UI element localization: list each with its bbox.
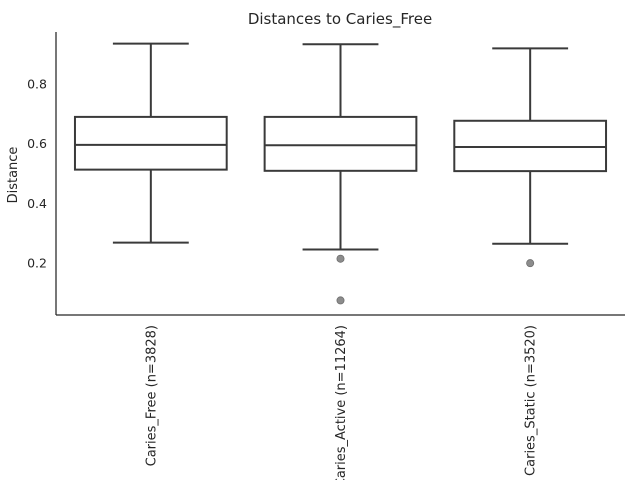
outlier-point	[526, 259, 535, 268]
x-tick-label: Caries_Active (n=11264)	[334, 325, 349, 480]
outlier-point	[336, 254, 345, 263]
x-tick-label: Caries_Static (n=3520)	[524, 325, 539, 476]
iqr-box	[453, 119, 608, 173]
iqr-box	[73, 115, 228, 171]
y-tick-label: 0.6	[27, 136, 47, 151]
iqr-box	[263, 115, 418, 172]
box-2	[263, 43, 418, 305]
chart-title: Distances to Caries_Free	[248, 10, 432, 29]
box-3	[453, 47, 608, 268]
y-axis-label: Distance	[6, 147, 21, 204]
y-tick-label: 0.8	[27, 77, 47, 92]
x-tick-label: Caries_Free (n=3828)	[144, 325, 159, 466]
y-axis: 0.2 0.4 0.6 0.8	[27, 32, 57, 315]
outlier-point	[336, 296, 345, 305]
y-tick-label: 0.4	[27, 196, 47, 211]
box-1	[73, 42, 228, 244]
x-axis: Caries_Free (n=3828) Caries_Active (n=112…	[56, 314, 625, 480]
boxes-group	[73, 42, 608, 305]
y-tick-label: 0.2	[27, 255, 47, 270]
